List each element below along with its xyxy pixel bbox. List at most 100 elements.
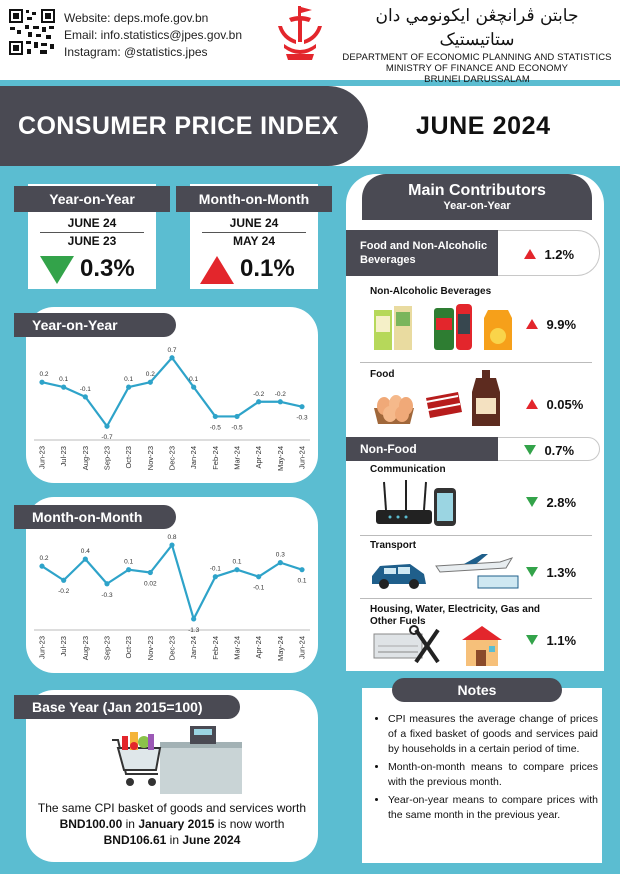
yoy-data-label: -0.2 — [275, 391, 287, 398]
food-group-label: Food and Non-Alcoholic Beverages — [360, 240, 488, 266]
page-title: CONSUMER PRICE INDEX — [18, 112, 339, 140]
yoy-data-label: -0.3 — [296, 415, 308, 422]
yoy-line-chart: 0.2 Jun-23 0.1 Jul-23 -0.1 Aug-23 -0.7 Sep-23 0.… — [34, 347, 310, 471]
food-label: Food — [370, 369, 395, 380]
instagram-link[interactable]: Instagram: @statistics.jpes — [64, 45, 208, 59]
up-arrow-icon — [200, 256, 234, 284]
food-group-label-box: Food and Non-Alcoholic Beverages — [346, 230, 498, 276]
yoy-tick-label: Sep-23 — [103, 446, 112, 470]
yoy-data-label: -0.2 — [253, 391, 265, 398]
transport-change: 1.3% — [526, 564, 576, 582]
note-item: CPI measures the average change of price… — [388, 712, 598, 757]
down-arrow-icon — [40, 256, 74, 284]
housing-change: 1.1% — [526, 632, 576, 650]
row-divider — [360, 535, 592, 536]
beverages-label: Non-Alcoholic Beverages — [370, 286, 492, 297]
yoy-value: 0.3% — [80, 255, 135, 282]
yoy-tick-label: Jan-24 — [189, 446, 198, 469]
mom-data-label: 0.1 — [297, 578, 306, 585]
mom-data-label: 0.2 — [39, 555, 48, 562]
department-block: جابتن ڤرانچڠن ايکونومي دان ستاتيستيک DEP… — [338, 4, 616, 85]
food-group-value: 1.2% — [544, 247, 575, 262]
mom-point — [169, 542, 175, 548]
yoy-point — [39, 379, 45, 385]
current-in-word: in — [169, 833, 179, 847]
mom-period-current: JUNE 24 — [229, 216, 279, 230]
transport-icon — [372, 554, 519, 589]
mom-data-label: 0.1 — [232, 559, 241, 566]
yoy-tick-label: Nov-23 — [146, 446, 155, 470]
mom-chart-title: Month-on-Month — [32, 509, 143, 525]
yoy-data-label: 0.1 — [124, 376, 133, 383]
title-pill — [0, 86, 368, 166]
yoy-point — [126, 384, 132, 390]
notes-tab: Notes — [392, 678, 562, 702]
mom-divider — [202, 232, 306, 233]
mom-data-label: -1.3 — [188, 627, 200, 634]
website-link[interactable]: Website: deps.mofe.gov.bn — [64, 11, 209, 25]
nonfood-group-label: Non-Food — [360, 442, 417, 456]
communication-value: 2.8% — [546, 495, 577, 510]
mom-data-label: 0.1 — [124, 559, 133, 566]
yoy-divider — [40, 232, 144, 233]
food-change: 0.05% — [526, 396, 583, 414]
mom-series-line — [41, 543, 303, 621]
mom-data-label: 0.8 — [167, 534, 176, 541]
yoy-point — [82, 394, 88, 400]
mom-data-label: -0.1 — [253, 585, 265, 592]
base-date: January 2015 — [138, 817, 215, 831]
base-year-sentence-start: The same CPI basket of goods and service… — [37, 801, 307, 815]
mom-point — [256, 574, 262, 580]
mom-tick-label: Jul-23 — [59, 636, 68, 656]
row-divider — [360, 362, 592, 363]
down-arrow-icon — [526, 635, 538, 645]
email-link[interactable]: Email: info.statistics@jpes.gov.bn — [64, 28, 243, 42]
yoy-tick-label: Aug-23 — [81, 446, 90, 470]
communication-label: Communication — [370, 464, 446, 475]
mom-point — [126, 567, 132, 573]
housing-value: 1.1% — [546, 633, 577, 648]
mom-tick-label: Jun-24 — [298, 636, 307, 659]
yoy-chart-title: Year-on-Year — [32, 317, 118, 333]
yoy-tick-label: Feb-24 — [211, 446, 220, 470]
yoy-tick-label: Mar-24 — [233, 446, 242, 470]
mom-data-label: -0.3 — [101, 592, 113, 599]
base-year-tab: Base Year (Jan 2015=100) — [14, 695, 240, 719]
mom-point — [277, 560, 283, 566]
row-divider — [360, 598, 592, 599]
brunei-crest-icon — [278, 6, 322, 60]
note-item: Year-on-year means to compare prices wit… — [388, 793, 598, 823]
yoy-tick-label: Jul-23 — [59, 446, 68, 466]
base-year-text: The same CPI basket of goods and service… — [34, 800, 310, 848]
qr-code-icon[interactable] — [8, 8, 56, 56]
mom-point — [191, 616, 197, 622]
mom-tick-label: Aug-23 — [81, 636, 90, 660]
mom-chart-tab: Month-on-Month — [14, 505, 176, 529]
yoy-tick-label: Apr-24 — [254, 446, 263, 469]
up-arrow-icon — [526, 319, 538, 329]
yoy-data-label: -0.5 — [231, 424, 243, 431]
country-name: BRUNEI DARUSSALAM — [424, 74, 530, 85]
mom-line-chart: 0.2 Jun-23 -0.2 Jul-23 0.4 Aug-23 -0.3 Sep-23 0.… — [34, 534, 310, 661]
mom-summary-tab: Month-on-Month — [176, 186, 332, 212]
yoy-point — [104, 423, 110, 429]
nonfood-group-change: 0.7% — [524, 442, 574, 460]
yoy-data-label: 0.1 — [189, 376, 198, 383]
mom-tick-label: Nov-23 — [146, 636, 155, 660]
notes-card — [362, 688, 602, 863]
contributors-subtitle: Year-on-Year — [443, 200, 511, 212]
mom-data-label: -0.2 — [58, 588, 70, 595]
department-name: DEPARTMENT OF ECONOMIC PLANNING AND STAT… — [342, 52, 612, 63]
down-arrow-icon — [526, 567, 538, 577]
yoy-tick-label: Oct-23 — [124, 446, 133, 469]
yoy-data-label: 0.7 — [167, 347, 176, 354]
mom-tick-label: Jun-23 — [38, 636, 47, 659]
mom-tick-label: Mar-24 — [233, 636, 242, 660]
communication-icon — [376, 480, 456, 526]
yoy-point — [169, 355, 175, 361]
mom-data-label: 0.02 — [144, 580, 157, 587]
mom-tick-label: Sep-23 — [103, 636, 112, 660]
mom-tick-label: May-24 — [276, 636, 285, 661]
transport-value: 1.3% — [546, 565, 577, 580]
contributors-header: Main Contributors Year-on-Year — [362, 174, 592, 220]
